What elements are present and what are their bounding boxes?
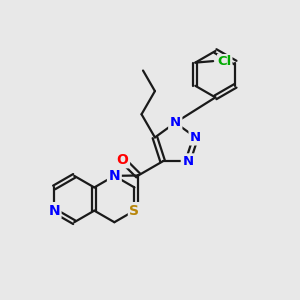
- Text: S: S: [129, 204, 140, 218]
- Text: N: N: [190, 131, 201, 144]
- Text: N: N: [109, 169, 120, 183]
- Text: O: O: [116, 153, 128, 167]
- Text: Cl: Cl: [218, 55, 232, 68]
- Text: N: N: [182, 155, 194, 168]
- Text: N: N: [170, 116, 181, 129]
- Text: N: N: [48, 204, 60, 218]
